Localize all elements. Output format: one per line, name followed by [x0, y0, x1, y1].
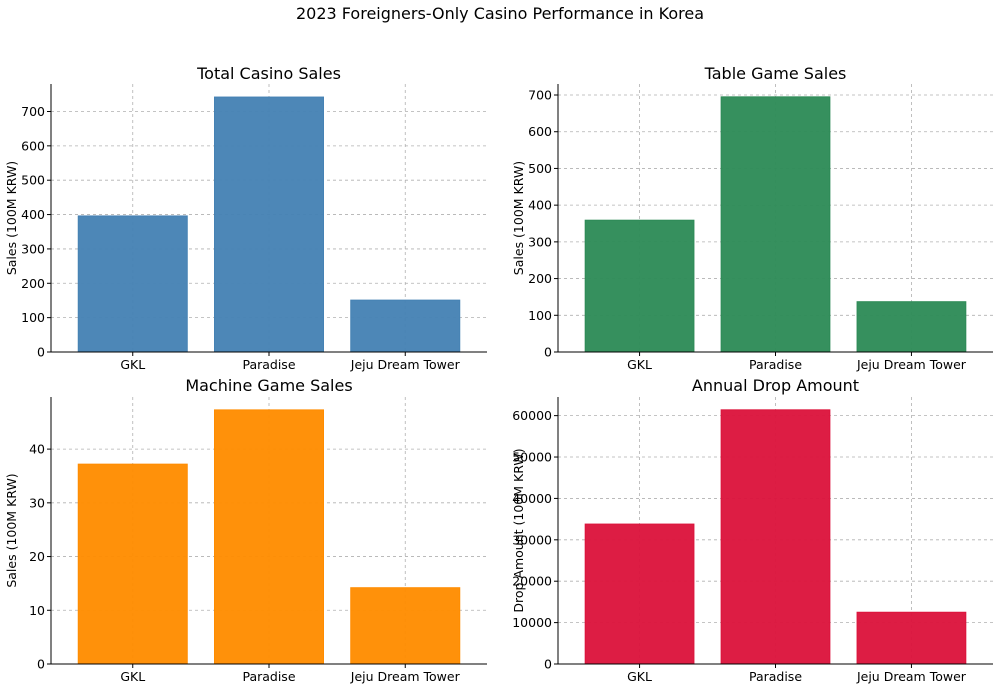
y-tick-label: 600 [21, 138, 45, 153]
y-tick-label: 700 [21, 104, 45, 119]
x-tick-label: GKL [627, 669, 652, 684]
y-tick-label: 0 [37, 345, 45, 360]
bar-paradise [214, 96, 324, 353]
y-tick-label: 100 [21, 310, 45, 325]
y-tick-label: 400 [528, 198, 552, 213]
y-tick-label: 0 [544, 345, 552, 360]
y-tick-label: 600 [528, 124, 552, 139]
y-axis-label: Sales (100M KRW) [4, 161, 19, 275]
y-axis-label: Sales (100M KRW) [511, 161, 526, 275]
bar-gkl [584, 219, 695, 353]
bar-jeju-dream-tower [856, 611, 967, 665]
x-tick-label: GKL [120, 669, 145, 684]
bar-paradise [720, 409, 831, 665]
y-tick-label: 60000 [512, 408, 552, 423]
x-tick-label: Paradise [749, 357, 802, 372]
y-tick-label: 20 [29, 549, 45, 564]
bar-paradise [720, 96, 831, 353]
subplot-title: Table Game Sales [704, 64, 847, 83]
y-axis-label: Drop Amount (100M KRW) [511, 448, 526, 612]
bar-gkl [77, 215, 188, 353]
y-tick-label: 10000 [512, 615, 552, 630]
y-tick-label: 40 [29, 442, 45, 457]
y-tick-label: 10 [29, 603, 45, 618]
x-tick-label: GKL [120, 357, 145, 372]
x-tick-label: Paradise [749, 669, 802, 684]
figure-title: 2023 Foreigners-Only Casino Performance … [295, 4, 705, 23]
bar-paradise [214, 409, 324, 665]
y-tick-label: 30 [29, 495, 45, 510]
x-tick-label: GKL [627, 357, 652, 372]
y-tick-label: 50000 [512, 450, 552, 465]
y-tick-label: 0 [544, 657, 552, 672]
bar-gkl [77, 463, 188, 665]
y-tick-label: 20000 [512, 574, 552, 589]
y-tick-label: 300 [528, 234, 552, 249]
bar-gkl [584, 523, 695, 665]
y-tick-label: 400 [21, 207, 45, 222]
y-tick-label: 0 [37, 657, 45, 672]
y-tick-label: 500 [21, 173, 45, 188]
subplot-title: Annual Drop Amount [692, 376, 859, 395]
x-tick-label: Paradise [242, 669, 295, 684]
y-tick-label: 100 [528, 308, 552, 323]
x-tick-label: Jeju Dream Tower [350, 669, 461, 684]
x-tick-label: Paradise [242, 357, 295, 372]
bar-jeju-dream-tower [350, 587, 461, 665]
x-tick-label: Jeju Dream Tower [350, 357, 461, 372]
subplot-title: Total Casino Sales [196, 64, 341, 83]
y-tick-label: 200 [21, 276, 45, 291]
subplot-title: Machine Game Sales [185, 376, 352, 395]
y-tick-label: 700 [528, 88, 552, 103]
y-tick-label: 40000 [512, 491, 552, 506]
bar-jeju-dream-tower [856, 301, 967, 353]
y-axis-label: Sales (100M KRW) [4, 473, 19, 587]
y-tick-label: 30000 [512, 532, 552, 547]
x-tick-label: Jeju Dream Tower [856, 669, 967, 684]
bar-jeju-dream-tower [350, 299, 461, 353]
y-tick-label: 200 [528, 271, 552, 286]
y-tick-label: 300 [21, 241, 45, 256]
x-tick-label: Jeju Dream Tower [856, 357, 967, 372]
y-tick-label: 500 [528, 161, 552, 176]
